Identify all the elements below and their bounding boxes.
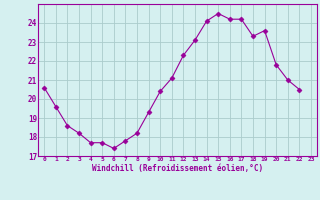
- X-axis label: Windchill (Refroidissement éolien,°C): Windchill (Refroidissement éolien,°C): [92, 164, 263, 173]
